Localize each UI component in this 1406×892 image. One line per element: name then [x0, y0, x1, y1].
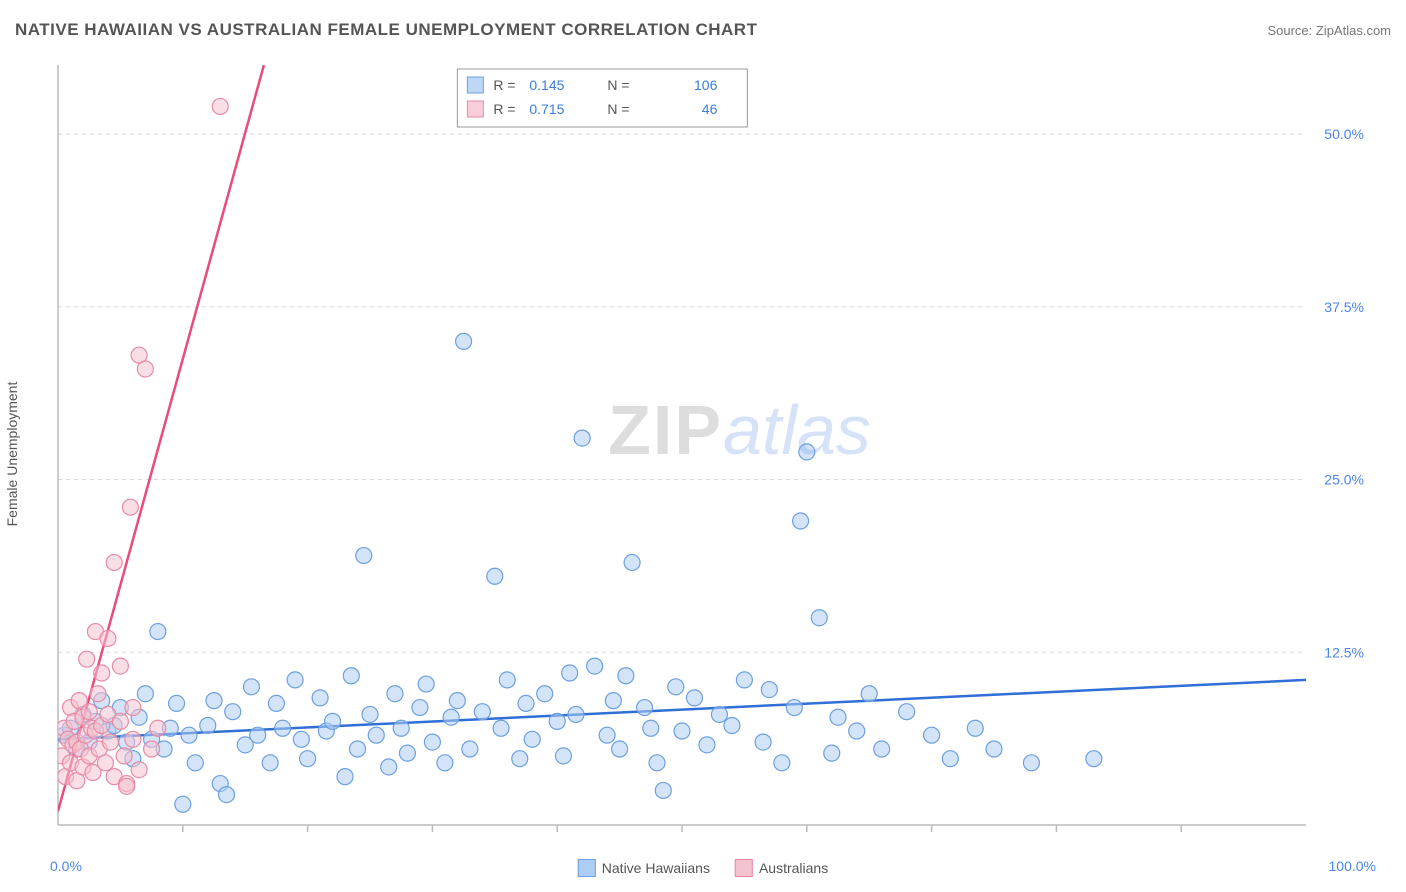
svg-text:N =: N =: [607, 77, 629, 93]
footer-legend: Native Hawaiians Australians: [578, 859, 828, 877]
legend-label: Native Hawaiians: [602, 860, 710, 876]
legend-swatch: [578, 859, 596, 877]
legend-item: Native Hawaiians: [578, 859, 710, 877]
scatter-chart: 12.5% 25.0% 37.5% 50.0% R = 0.145 N = 106 R = 0.7…: [50, 55, 1376, 837]
svg-text:46: 46: [702, 101, 718, 117]
legend-swatch: [735, 859, 753, 877]
chart-area: 12.5% 25.0% 37.5% 50.0% R = 0.145 N = 106 R = 0.7…: [50, 55, 1376, 837]
y-axis-label: Female Unemployment: [4, 382, 20, 527]
y-tick-label: 37.5%: [1324, 299, 1364, 315]
x-axis-min-label: 0.0%: [50, 858, 82, 874]
x-axis-max-label: 100.0%: [1329, 858, 1376, 874]
y-tick-label: 50.0%: [1324, 126, 1364, 142]
chart-title: NATIVE HAWAIIAN VS AUSTRALIAN FEMALE UNE…: [15, 20, 757, 40]
svg-text:N =: N =: [607, 101, 629, 117]
legend-label: Australians: [759, 860, 828, 876]
source-label: Source: ZipAtlas.com: [1267, 23, 1391, 38]
svg-text:106: 106: [694, 77, 718, 93]
svg-text:R =: R =: [493, 101, 515, 117]
y-tick-label: 12.5%: [1324, 644, 1364, 660]
series-native-hawaiians: [56, 333, 1102, 812]
svg-text:R =: R =: [493, 77, 515, 93]
svg-text:0.715: 0.715: [529, 101, 564, 117]
stats-legend: R = 0.145 N = 106 R = 0.715 N = 46: [457, 69, 747, 127]
legend-item: Australians: [735, 859, 828, 877]
y-tick-label: 25.0%: [1324, 472, 1364, 488]
svg-text:0.145: 0.145: [529, 77, 564, 93]
